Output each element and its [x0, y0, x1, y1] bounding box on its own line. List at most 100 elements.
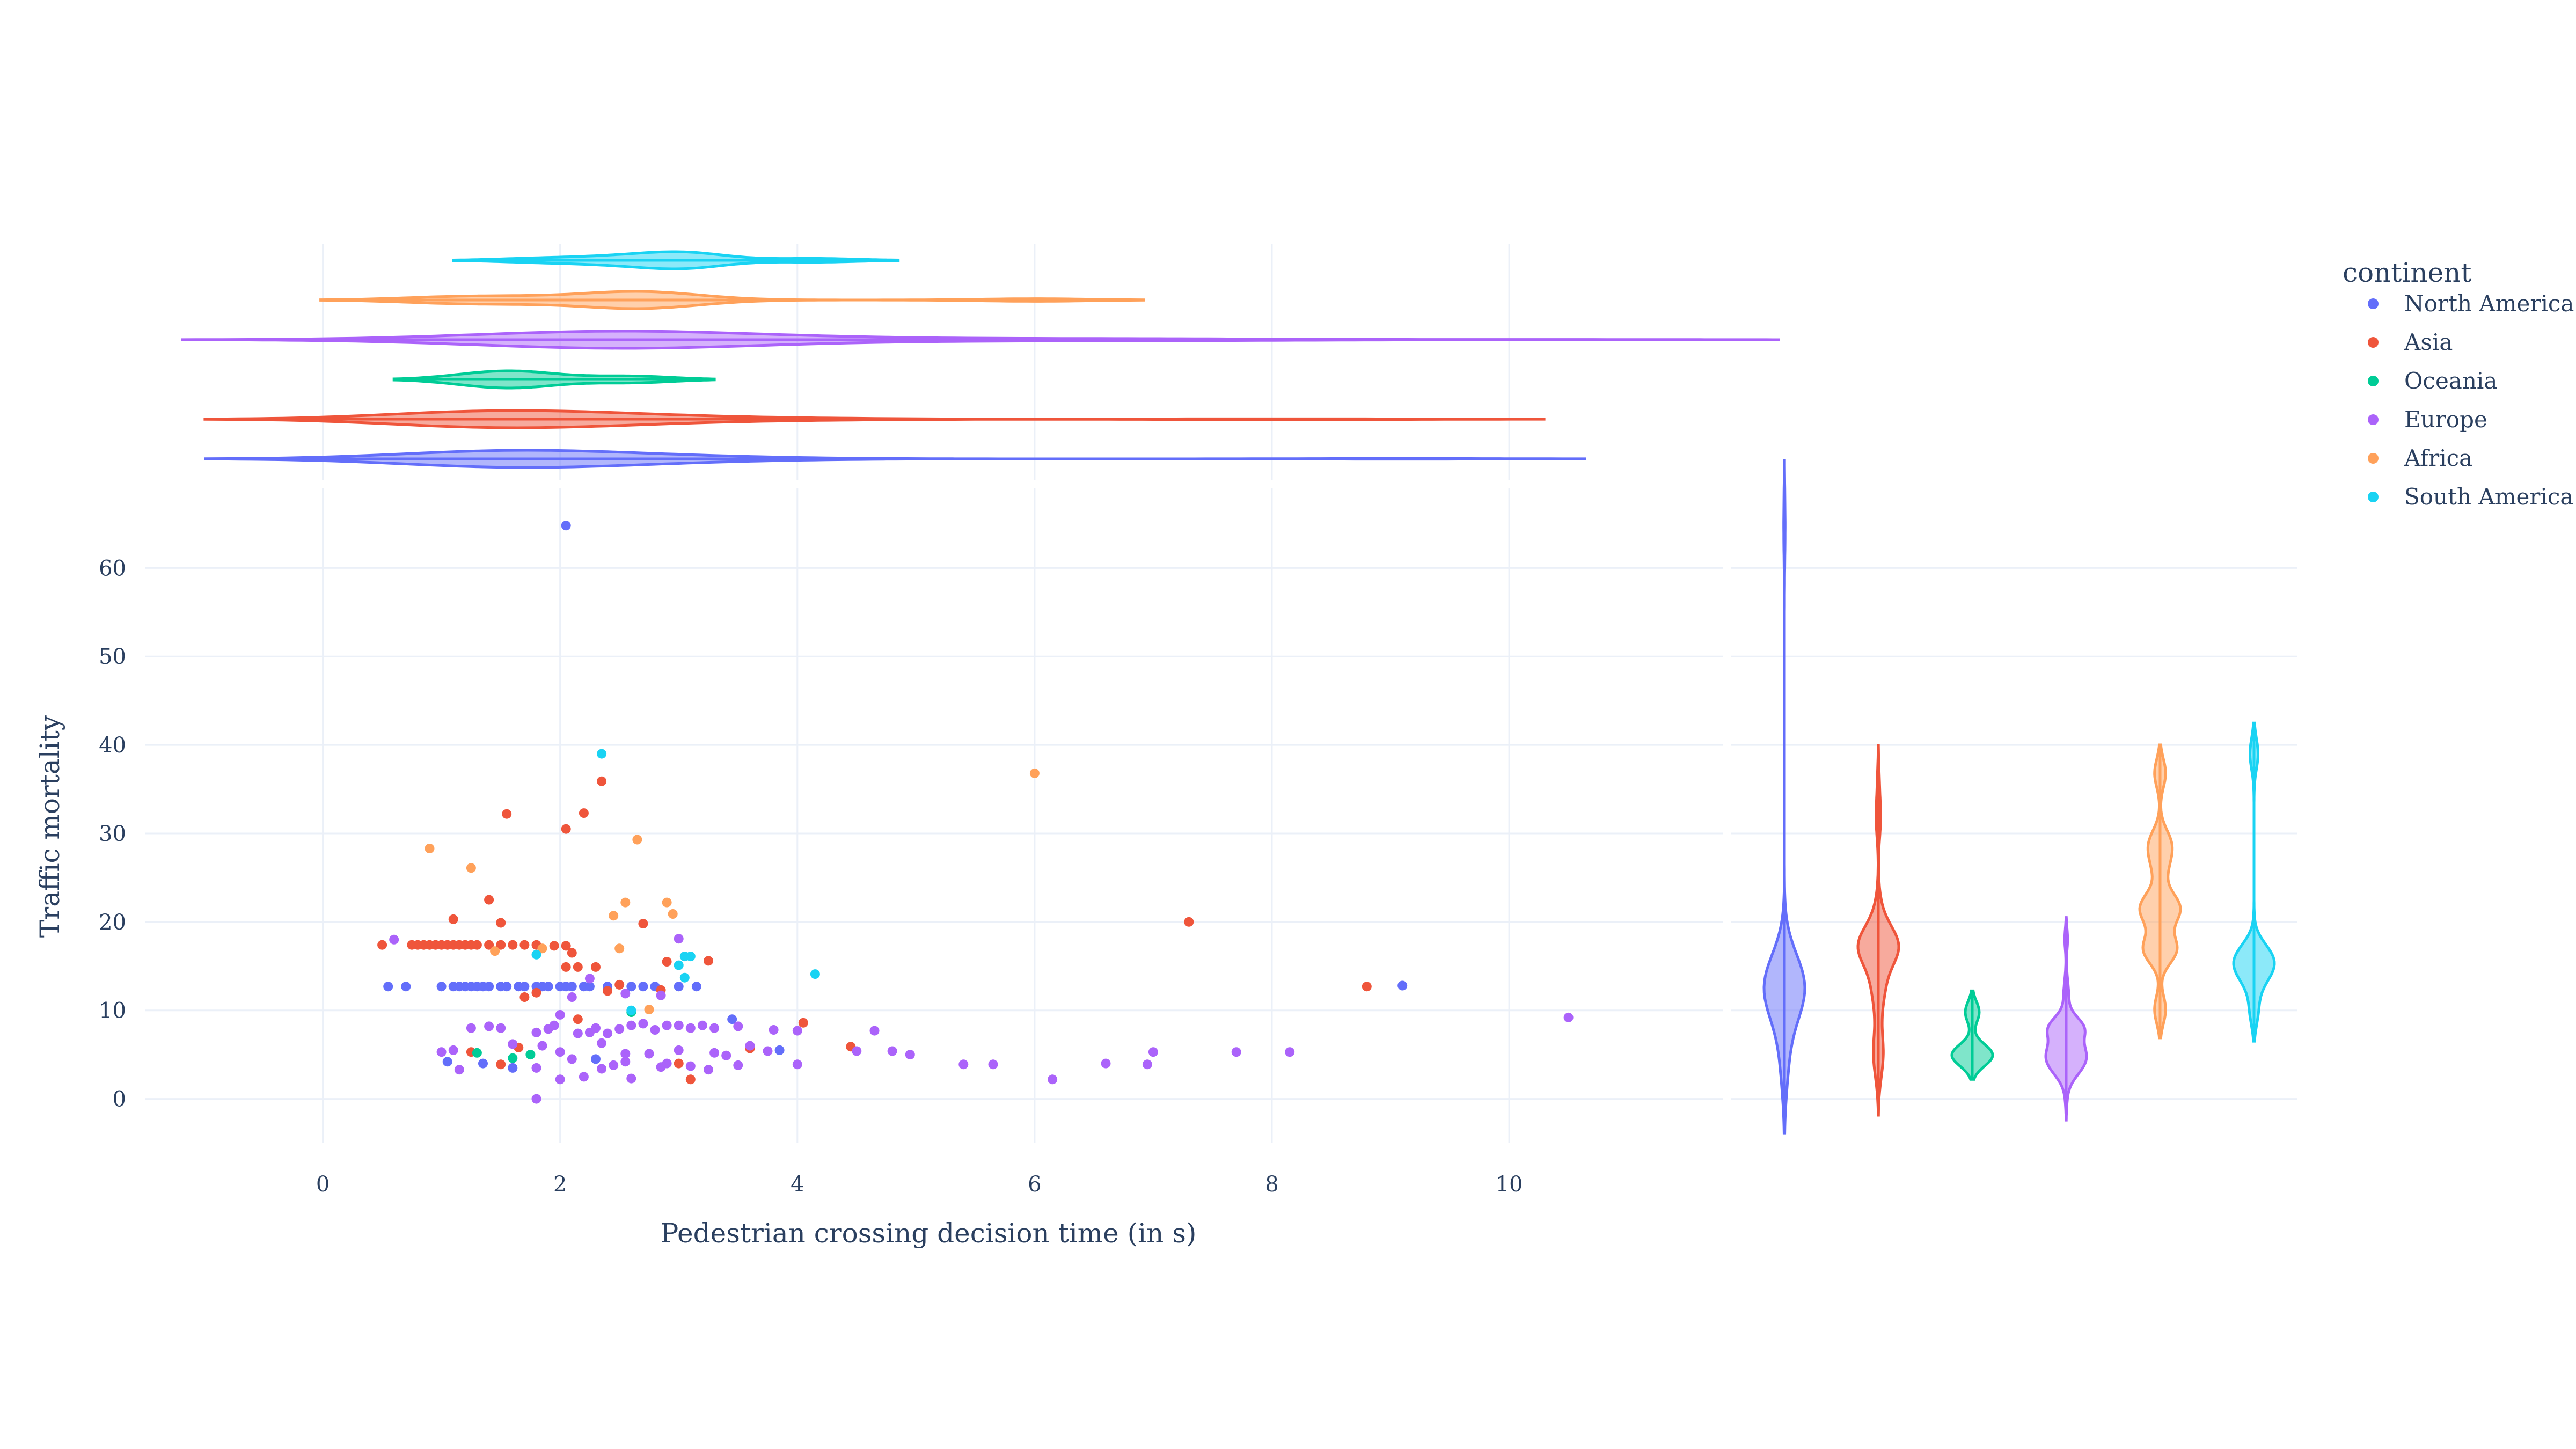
- scatter-point[interactable]: [519, 940, 530, 950]
- legend-item[interactable]: Asia: [2368, 329, 2453, 355]
- scatter-point[interactable]: [531, 987, 541, 998]
- scatter-point[interactable]: [549, 941, 559, 951]
- scatter-point[interactable]: [852, 1046, 862, 1056]
- scatter-point[interactable]: [1285, 1047, 1295, 1057]
- scatter-point[interactable]: [597, 1038, 607, 1048]
- scatter-point[interactable]: [620, 897, 631, 908]
- scatter-point[interactable]: [745, 1041, 755, 1051]
- scatter-point[interactable]: [519, 982, 530, 992]
- scatter-point[interactable]: [1563, 1012, 1574, 1022]
- scatter-point[interactable]: [531, 1027, 541, 1037]
- scatter-point[interactable]: [519, 992, 530, 1002]
- scatter-point[interactable]: [626, 982, 636, 992]
- scatter-point[interactable]: [579, 808, 589, 818]
- scatter-point[interactable]: [573, 1028, 583, 1038]
- scatter-point[interactable]: [573, 1014, 583, 1024]
- scatter-point[interactable]: [691, 982, 701, 992]
- scatter-point[interactable]: [591, 1023, 601, 1033]
- scatter-point[interactable]: [769, 1025, 779, 1035]
- scatter-point[interactable]: [958, 1059, 969, 1070]
- scatter-point[interactable]: [662, 1058, 672, 1069]
- scatter-point[interactable]: [638, 1019, 648, 1029]
- scatter-point[interactable]: [484, 1021, 494, 1031]
- scatter-point[interactable]: [733, 1060, 743, 1070]
- scatter-point[interactable]: [685, 952, 696, 962]
- scatter-point[interactable]: [1142, 1059, 1152, 1070]
- scatter-point[interactable]: [584, 974, 595, 984]
- legend-item[interactable]: Africa: [2368, 445, 2472, 471]
- scatter-point[interactable]: [733, 1021, 743, 1031]
- scatter-point[interactable]: [484, 895, 494, 905]
- scatter-point[interactable]: [727, 1014, 737, 1024]
- scatter-point[interactable]: [496, 940, 506, 950]
- scatter-point[interactable]: [383, 982, 393, 992]
- scatter-point[interactable]: [496, 1023, 506, 1033]
- scatter-point[interactable]: [454, 1065, 464, 1075]
- scatter-point[interactable]: [609, 1060, 619, 1070]
- scatter-point[interactable]: [721, 1050, 731, 1060]
- scatter-point[interactable]: [561, 941, 571, 951]
- scatter-point[interactable]: [555, 1074, 565, 1085]
- scatter-point[interactable]: [674, 960, 684, 970]
- scatter-point[interactable]: [448, 914, 458, 924]
- scatter-point[interactable]: [436, 982, 447, 992]
- scatter-point[interactable]: [484, 940, 494, 950]
- scatter-point[interactable]: [537, 943, 547, 954]
- legend-item[interactable]: South America: [2368, 484, 2573, 510]
- scatter-point[interactable]: [377, 940, 387, 950]
- scatter-point[interactable]: [1148, 1047, 1158, 1057]
- scatter-point[interactable]: [502, 809, 512, 819]
- scatter-point[interactable]: [584, 982, 595, 992]
- scatter-point[interactable]: [555, 1009, 565, 1020]
- scatter-point[interactable]: [620, 989, 631, 999]
- scatter-point[interactable]: [1101, 1058, 1111, 1069]
- scatter-point[interactable]: [472, 940, 482, 950]
- scatter-point[interactable]: [502, 982, 512, 992]
- scatter-point[interactable]: [484, 982, 494, 992]
- scatter-point[interactable]: [591, 1054, 601, 1064]
- scatter-point[interactable]: [478, 1058, 488, 1069]
- scatter-point[interactable]: [603, 1028, 613, 1038]
- scatter-point[interactable]: [567, 982, 577, 992]
- legend-item[interactable]: Europe: [2368, 406, 2487, 433]
- scatter-point[interactable]: [674, 934, 684, 944]
- scatter-point[interactable]: [869, 1026, 880, 1036]
- scatter-point[interactable]: [662, 1020, 672, 1030]
- scatter-point[interactable]: [537, 1041, 547, 1051]
- scatter-point[interactable]: [389, 934, 399, 945]
- scatter-point[interactable]: [567, 948, 577, 958]
- scatter-point[interactable]: [448, 1045, 458, 1055]
- scatter-point[interactable]: [567, 1054, 577, 1064]
- legend-item[interactable]: North America: [2368, 290, 2574, 317]
- scatter-point[interactable]: [614, 1024, 625, 1034]
- scatter-point[interactable]: [567, 992, 577, 1002]
- scatter-point[interactable]: [597, 749, 607, 759]
- scatter-point[interactable]: [697, 1020, 707, 1030]
- scatter-point[interactable]: [662, 957, 672, 967]
- scatter-point[interactable]: [1048, 1074, 1058, 1085]
- scatter-point[interactable]: [709, 1023, 720, 1033]
- scatter-point[interactable]: [597, 776, 607, 786]
- scatter-point[interactable]: [508, 1053, 518, 1063]
- scatter-point[interactable]: [442, 1057, 452, 1067]
- scatter-point[interactable]: [638, 982, 648, 992]
- scatter-point[interactable]: [531, 949, 541, 960]
- scatter-point[interactable]: [685, 1023, 696, 1033]
- scatter-point[interactable]: [810, 969, 820, 979]
- scatter-point[interactable]: [573, 962, 583, 972]
- scatter-point[interactable]: [650, 1025, 660, 1035]
- scatter-point[interactable]: [685, 1074, 696, 1085]
- scatter-point[interactable]: [549, 1020, 559, 1030]
- scatter-point[interactable]: [614, 943, 625, 954]
- scatter-point[interactable]: [905, 1050, 915, 1060]
- scatter-point[interactable]: [466, 1023, 476, 1033]
- scatter-point[interactable]: [626, 1073, 636, 1084]
- scatter-point[interactable]: [531, 1063, 541, 1073]
- scatter-point[interactable]: [644, 1049, 654, 1059]
- scatter-point[interactable]: [561, 962, 571, 972]
- legend[interactable]: continent North America Asia Oceania Europe…: [2343, 257, 2574, 510]
- scatter-point[interactable]: [668, 909, 678, 919]
- scatter-point[interactable]: [1184, 917, 1194, 927]
- scatter-point[interactable]: [988, 1059, 998, 1070]
- scatter-point[interactable]: [626, 1005, 636, 1015]
